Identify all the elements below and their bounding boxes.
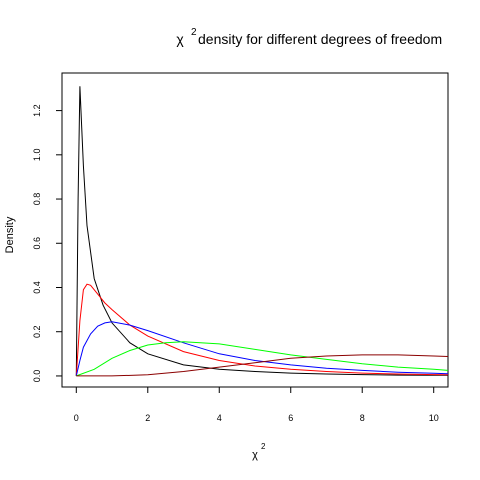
y-tick-label: 0.4 [32,281,42,294]
density-curve-4 [76,341,449,377]
y-tick-label: 0.0 [32,370,42,383]
y-axis-label: Density [4,216,16,253]
x-tick-label: 0 [74,413,79,423]
y-tick-label: 1.0 [32,149,42,162]
chart-title-superscript: 2 [191,27,197,38]
x-tick-label: 6 [288,413,293,423]
y-tick-label: 0.6 [32,237,42,250]
x-tick-label: 2 [145,413,150,423]
y-tick-label: 0.8 [32,193,42,206]
density-curve-1 [75,86,448,376]
density-curve-5 [76,354,449,377]
plot-frame [61,72,449,388]
x-axis-label-symbol: χ [252,449,258,461]
chart-title-text: density for different degrees of freedom [198,31,442,47]
y-tick-label: 1.2 [32,104,42,117]
density-curve-2 [75,283,449,376]
y-tick-label: 0.2 [32,325,42,338]
x-axis: 0 2 4 6 8 10 [74,387,439,423]
x-tick-label: 8 [360,413,365,423]
density-curves [75,86,449,377]
y-axis: 0.0 0.2 0.4 0.6 0.8 1.0 1.2 [32,104,62,382]
density-curve-3 [75,321,449,377]
x-tick-label: 4 [217,413,222,423]
x-tick-label: 10 [429,413,439,423]
x-axis-label-superscript: 2 [261,442,266,451]
chart-title-symbol: χ [176,31,184,47]
